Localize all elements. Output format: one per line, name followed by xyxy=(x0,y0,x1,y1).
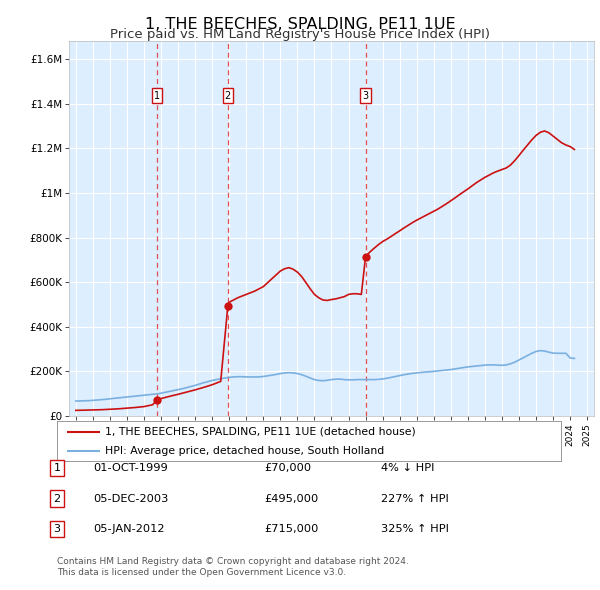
Text: 2: 2 xyxy=(53,494,61,503)
Text: 325% ↑ HPI: 325% ↑ HPI xyxy=(381,525,449,534)
Text: 1: 1 xyxy=(154,91,160,101)
Text: Contains HM Land Registry data © Crown copyright and database right 2024.: Contains HM Land Registry data © Crown c… xyxy=(57,558,409,566)
Text: 01-OCT-1999: 01-OCT-1999 xyxy=(93,463,168,473)
Text: Price paid vs. HM Land Registry's House Price Index (HPI): Price paid vs. HM Land Registry's House … xyxy=(110,28,490,41)
Text: 05-DEC-2003: 05-DEC-2003 xyxy=(93,494,169,503)
Text: 05-JAN-2012: 05-JAN-2012 xyxy=(93,525,164,534)
Text: 1, THE BEECHES, SPALDING, PE11 1UE (detached house): 1, THE BEECHES, SPALDING, PE11 1UE (deta… xyxy=(105,427,416,437)
Text: 227% ↑ HPI: 227% ↑ HPI xyxy=(381,494,449,503)
Text: £70,000: £70,000 xyxy=(264,463,311,473)
Text: 3: 3 xyxy=(53,525,61,534)
Text: £495,000: £495,000 xyxy=(264,494,318,503)
Text: 3: 3 xyxy=(362,91,368,101)
Text: 4% ↓ HPI: 4% ↓ HPI xyxy=(381,463,434,473)
Text: 1: 1 xyxy=(53,463,61,473)
Text: This data is licensed under the Open Government Licence v3.0.: This data is licensed under the Open Gov… xyxy=(57,568,346,577)
Text: £715,000: £715,000 xyxy=(264,525,319,534)
Text: HPI: Average price, detached house, South Holland: HPI: Average price, detached house, Sout… xyxy=(105,446,384,456)
Text: 1, THE BEECHES, SPALDING, PE11 1UE: 1, THE BEECHES, SPALDING, PE11 1UE xyxy=(145,17,455,31)
Text: 2: 2 xyxy=(225,91,231,101)
